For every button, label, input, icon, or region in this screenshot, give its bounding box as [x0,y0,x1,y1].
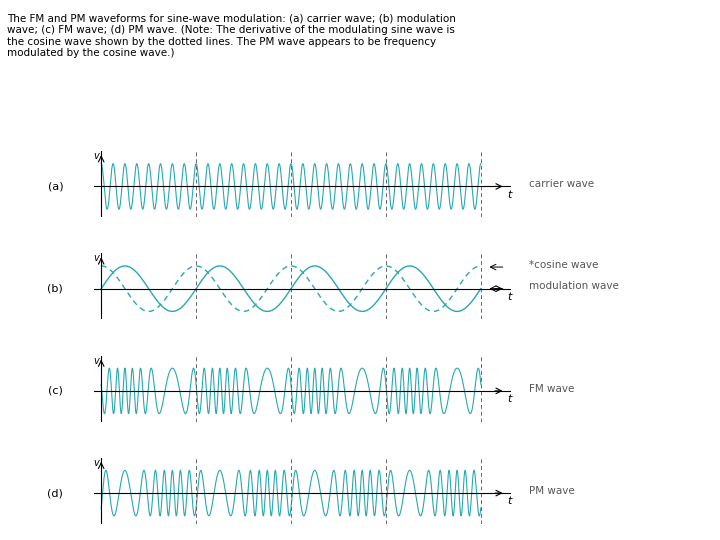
Text: The FM and PM waveforms for sine-wave modulation: (a) carrier wave; (b) modulati: The FM and PM waveforms for sine-wave mo… [7,14,456,58]
Text: v: v [94,458,99,468]
Text: (b): (b) [48,284,63,294]
Text: modulation wave: modulation wave [529,281,619,292]
Text: v: v [94,356,99,366]
Text: FM wave: FM wave [529,383,575,394]
Text: *cosine wave: *cosine wave [529,260,598,271]
Text: $t$: $t$ [508,495,514,507]
Text: PM wave: PM wave [529,486,575,496]
Text: v: v [94,151,99,161]
Text: (c): (c) [48,386,63,396]
Text: $t$: $t$ [508,290,514,302]
Text: carrier wave: carrier wave [529,179,594,189]
Text: (a): (a) [48,181,63,192]
Text: (d): (d) [48,488,63,498]
Text: $t$: $t$ [508,392,514,404]
Text: v: v [94,253,99,264]
Text: $t$: $t$ [508,188,514,200]
